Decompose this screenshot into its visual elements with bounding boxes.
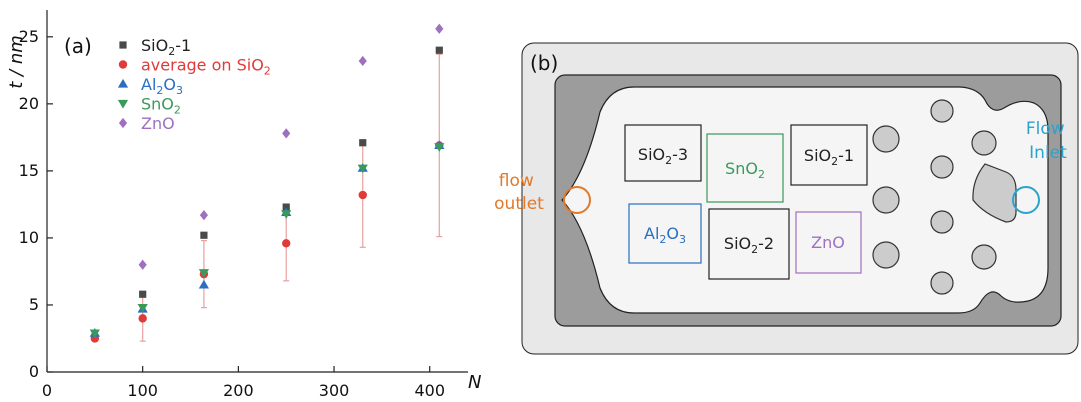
legend-marker [117,99,129,109]
sample-box-zno: ZnO [795,211,862,274]
sample-box-sio2-3-frame [624,124,702,182]
point-sio2-1 [359,139,367,147]
panel-b-flow-cell: (b) flow outlet Flow Inlet SiO2-3 SnO2 S… [494,42,1079,355]
sample-box-sno2: SnO2 [706,133,784,203]
sample-box-sio2-1-label: SiO2-1 [804,146,854,168]
legend-label: SiO2-1 [141,36,191,58]
pillar [930,210,954,234]
point-zno [282,128,291,139]
pillars [872,99,997,295]
point-average-on-sio2 [138,314,147,323]
point-sno2 [198,269,210,278]
sample-box-al2o3: Al2O3 [628,203,702,264]
y-tick-label: 5 [29,295,39,314]
flow-outlet-line-2: outlet [494,194,544,214]
x-axis-label: N [468,372,481,393]
sample-box-sio2-3-label: SiO2-3 [638,145,688,167]
pillar [930,271,954,295]
pillar [971,130,997,156]
x-tick-label: 200 [223,381,254,400]
legend-marker [118,117,128,129]
point-sio2-1 [139,290,147,298]
axis-ticks: 0 100 200 300 400 0 5 10 15 20 25 [19,27,445,400]
y-tick-label: 10 [19,228,39,247]
sample-box-sio2-2-label: SiO2-2 [724,234,774,256]
legend-marker [117,78,129,88]
sample-box-al2o3-label: Al2O3 [644,224,686,246]
sample-box-zno-frame [795,211,862,274]
x-tick-label: 0 [42,381,52,400]
flow-chamber [561,86,1049,314]
x-tick-label: 100 [127,381,158,400]
legend-marker [119,41,127,49]
pillar [930,155,954,179]
point-average-on-sio2 [358,190,367,200]
x-tick-label: 300 [319,381,350,400]
sample-box-zno-label: ZnO [811,233,845,252]
panel-a-label: (a) [64,34,92,58]
panel-b-label: (b) [530,51,558,75]
flow-inlet-line-2: Inlet [1029,143,1067,163]
sample-box-sio2-1: SiO2-1 [790,124,868,186]
point-sno2 [434,143,445,152]
point-sno2 [89,329,100,339]
legend-marker [118,60,128,69]
flow-inlet-port [1012,186,1040,214]
legend-label: ZnO [141,114,175,133]
panel-a-chart: (a) t / nm N 0 100 200 300 400 0 5 10 15 20 25 SiO… [6,10,481,400]
point-zno [435,23,444,34]
pillar [971,244,997,270]
sample-box-sio2-1-frame [790,124,868,186]
point-sio2-1 [435,46,443,54]
y-tick-label: 15 [19,161,39,180]
point-sno2 [281,210,292,219]
point-sno2 [357,164,368,174]
legend-label: average on SiO2 [141,56,271,78]
point-sio2-1 [200,231,208,239]
point-sno2 [137,304,148,313]
flow-outlet-port [563,186,591,214]
flow-outlet-line-1: flow [499,171,534,191]
point-zno [199,210,209,221]
legend-label: SnO2 [141,95,181,117]
pillar [930,99,954,123]
sample-box-sio2-2-frame [708,208,790,280]
y-tick-label: 20 [19,94,39,113]
sample-box-sio2-3: SiO2-3 [624,124,702,182]
sample-box-sno2-frame [706,133,784,203]
point-average-on-sio2 [282,239,291,248]
point-zno [358,55,367,67]
point-sio2-1 [282,203,290,211]
flow-outlet-label: flow outlet [494,171,544,214]
pillar [872,125,900,153]
sample-box-al2o3-frame [628,203,702,264]
x-tick-label: 400 [414,381,445,400]
y-tick-label: 25 [19,27,39,46]
point-zno [138,259,147,270]
data-markers [89,23,445,343]
pillar [872,241,900,269]
y-axis-label: t / nm [6,35,27,89]
inlet-triangle [972,163,1017,223]
y-tick-label: 0 [29,362,39,381]
pillar [872,186,900,214]
flow-inlet-line-1: Flow [1026,119,1065,139]
legend-label: Al2O3 [141,75,183,97]
flow-inlet-label: Flow Inlet [1026,119,1070,163]
sample-box-sno2-label: SnO2 [725,159,765,181]
sample-box-sio2-2: SiO2-2 [708,208,790,280]
point-al2o3 [198,279,210,289]
